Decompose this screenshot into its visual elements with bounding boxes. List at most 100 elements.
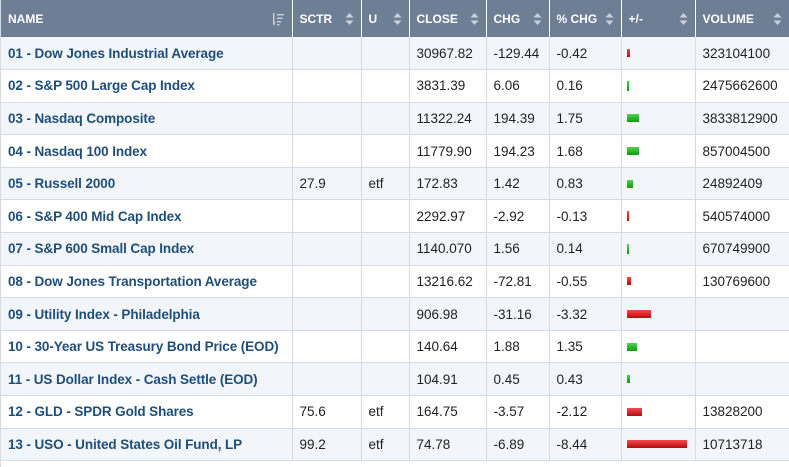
cell-sctr (292, 102, 362, 136)
symbol-link[interactable]: 08 - Dow Jones Transportation Average (8, 273, 257, 289)
column-header-volume[interactable]: VOLUME (695, 0, 789, 37)
symbol-link[interactable]: 04 - Nasdaq 100 Index (8, 143, 147, 159)
sort-icon[interactable] (533, 12, 542, 26)
column-header-label: VOLUME (702, 11, 754, 26)
cell-pct-chg: -0.13 (549, 199, 622, 234)
column-header-bar[interactable]: +/- (621, 0, 696, 37)
symbol-link[interactable]: 09 - Utility Index - Philadelphia (8, 306, 200, 322)
cell-universe: etf (361, 395, 410, 429)
cell-sctr (292, 199, 362, 234)
cell-volume: 857004500 (695, 134, 789, 168)
cell-volume (695, 297, 789, 331)
change-bar-positive (626, 114, 639, 123)
cell-chg: 194.23 (486, 134, 550, 168)
symbol-link[interactable]: 05 - Russell 2000 (8, 176, 116, 192)
column-header-label: CHG (493, 11, 521, 26)
cell-chg: 6.06 (486, 69, 550, 103)
cell-change-bar (621, 265, 696, 299)
cell-universe: etf (361, 167, 410, 201)
table-row[interactable]: 07 - S&P 600 Small Cap Index 1140.070 1.56… (1, 232, 789, 266)
cell-universe (361, 69, 410, 103)
cell-change-bar (621, 428, 696, 462)
cell-change-bar (621, 232, 696, 266)
symbol-link[interactable]: 03 - Nasdaq Composite (8, 110, 156, 126)
cell-pct-chg: 1.75 (549, 102, 622, 136)
sort-icon[interactable] (470, 12, 479, 26)
table-row[interactable]: 10 - 30-Year US Treasury Bond Price (EOD… (1, 330, 789, 364)
table-row[interactable]: 11 - US Dollar Index - Cash Settle (EOD)… (1, 362, 789, 397)
cell-pct-chg: 0.16 (549, 69, 622, 103)
table-row[interactable]: 06 - S&P 400 Mid Cap Index 2292.97 -2.92 -0… (1, 199, 789, 234)
cell-name: 11 - US Dollar Index - Cash Settle (EOD) (1, 362, 293, 397)
cell-close: 906.98 (409, 297, 487, 331)
cell-pct-chg: 1.35 (549, 330, 622, 364)
column-header-label: CLOSE (416, 11, 458, 26)
sort-desc-icon[interactable] (272, 12, 285, 26)
change-bar-negative (626, 211, 629, 222)
cell-volume: 24892409 (695, 167, 789, 201)
cell-chg: 1.56 (486, 232, 550, 266)
cell-volume: 670749900 (695, 232, 789, 266)
cell-universe (361, 265, 410, 299)
table-row[interactable]: 12 - GLD - SPDR Gold Shares 75.6 etf 164.75… (1, 395, 789, 429)
column-header-name[interactable]: NAME (1, 0, 293, 37)
table-row[interactable]: 13 - USO - United States Oil Fund, LP 99.… (1, 428, 789, 462)
cell-name: 12 - GLD - SPDR Gold Shares (1, 395, 293, 429)
symbol-link[interactable]: 06 - S&P 400 Mid Cap Index (8, 208, 182, 224)
sort-icon[interactable] (773, 12, 782, 26)
change-bar-track (626, 46, 689, 60)
cell-close: 3831.39 (409, 69, 487, 103)
column-header-chg[interactable]: CHG (486, 0, 550, 37)
cell-sctr (292, 265, 362, 299)
table-row[interactable]: 01 - Dow Jones Industrial Average 30967.8… (1, 37, 789, 71)
change-bar-track (626, 209, 689, 223)
cell-sctr (292, 362, 362, 397)
change-bar-track (626, 437, 689, 451)
table-row[interactable]: 04 - Nasdaq 100 Index 11779.90 194.23 1.68 8… (1, 134, 789, 168)
column-header-label: SCTR (299, 11, 333, 26)
table-row[interactable]: 05 - Russell 2000 27.9 etf 172.83 1.42 0.83 24… (1, 167, 789, 201)
table-row[interactable]: 03 - Nasdaq Composite 11322.24 194.39 1.75 3… (1, 102, 789, 136)
change-bar-positive (626, 179, 633, 188)
table-row[interactable]: 09 - Utility Index - Philadelphia 906.98-… (1, 297, 789, 331)
column-header-close[interactable]: CLOSE (409, 0, 487, 37)
symbol-link[interactable]: 07 - S&P 600 Small Cap Index (8, 241, 195, 257)
symbol-link[interactable]: 11 - US Dollar Index - Cash Settle (EOD) (8, 371, 258, 387)
sort-icon[interactable] (345, 12, 354, 26)
symbol-link[interactable]: 01 - Dow Jones Industrial Average (8, 45, 224, 61)
cell-change-bar (621, 37, 696, 71)
column-header-u[interactable]: U (361, 0, 410, 37)
cell-sctr (292, 330, 362, 364)
cell-name: 07 - S&P 600 Small Cap Index (1, 232, 293, 266)
cell-change-bar (621, 199, 696, 234)
table-row[interactable]: 02 - S&P 500 Large Cap Index 3831.39 6.06 0… (1, 69, 789, 103)
cell-volume (695, 330, 789, 364)
cell-change-bar (621, 69, 696, 103)
cell-universe (361, 297, 410, 331)
cell-close: 2292.97 (409, 199, 487, 234)
cell-name: 09 - Utility Index - Philadelphia (1, 297, 293, 331)
cell-sctr: 99.2 (292, 428, 362, 462)
symbol-link[interactable]: 12 - GLD - SPDR Gold Shares (8, 404, 194, 420)
cell-sctr (292, 134, 362, 168)
cell-change-bar (621, 134, 696, 168)
sort-icon[interactable] (679, 12, 688, 26)
cell-close: 74.78 (409, 428, 487, 462)
cell-name: 10 - 30-Year US Treasury Bond Price (EOD… (1, 330, 293, 364)
table-row[interactable]: 08 - Dow Jones Transportation Average 132… (1, 265, 789, 299)
cell-close: 172.83 (409, 167, 487, 201)
cell-volume (695, 362, 789, 397)
sort-icon[interactable] (605, 12, 614, 26)
cell-sctr: 75.6 (292, 395, 362, 429)
cell-pct-chg: 1.68 (549, 134, 622, 168)
cell-change-bar (621, 362, 696, 397)
sort-icon[interactable] (393, 12, 402, 26)
cell-volume: 323104100 (695, 37, 789, 71)
symbol-link[interactable]: 13 - USO - United States Oil Fund, LP (8, 436, 243, 452)
column-header-sctr[interactable]: SCTR (292, 0, 362, 37)
symbol-link[interactable]: 10 - 30-Year US Treasury Bond Price (EOD… (8, 339, 279, 355)
column-header-pct-chg[interactable]: % CHG (549, 0, 622, 37)
symbol-link[interactable]: 02 - S&P 500 Large Cap Index (8, 78, 195, 94)
cell-volume: 130769600 (695, 265, 789, 299)
